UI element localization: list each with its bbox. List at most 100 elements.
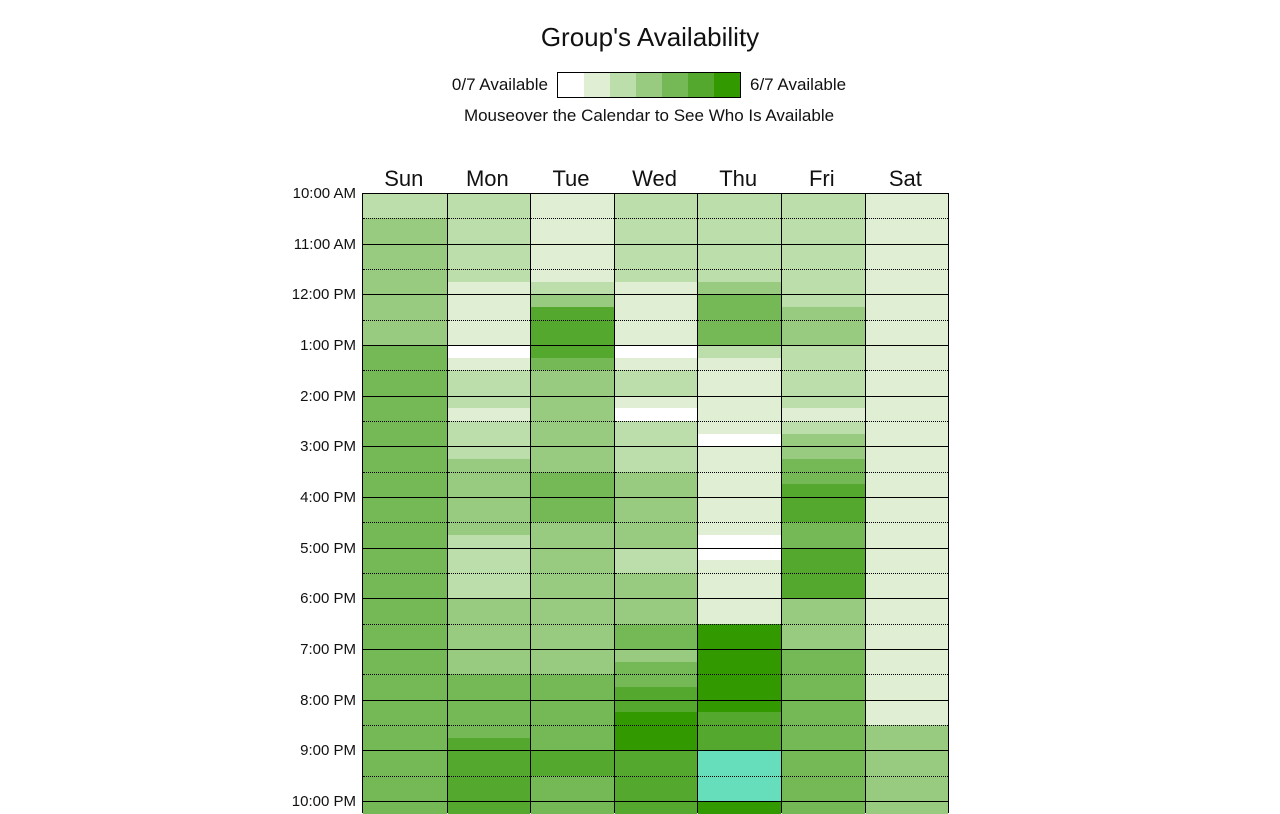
time-slot[interactable]: [865, 446, 949, 460]
time-slot[interactable]: [782, 281, 865, 295]
time-slot[interactable]: [698, 383, 781, 396]
time-slot[interactable]: [363, 459, 447, 472]
time-slot[interactable]: [698, 307, 781, 320]
time-slot[interactable]: [698, 712, 781, 726]
time-slot[interactable]: [363, 243, 447, 257]
time-slot[interactable]: [698, 345, 781, 358]
time-slot[interactable]: [447, 775, 531, 789]
time-slot[interactable]: [447, 623, 531, 637]
time-slot[interactable]: [531, 560, 614, 574]
time-slot[interactable]: [782, 345, 865, 358]
time-slot[interactable]: [865, 712, 949, 726]
time-slot[interactable]: [363, 788, 447, 802]
time-slot[interactable]: [447, 737, 531, 751]
time-slot[interactable]: [698, 737, 781, 751]
time-slot[interactable]: [782, 522, 865, 536]
time-slot[interactable]: [363, 763, 447, 776]
time-slot[interactable]: [782, 459, 865, 472]
time-slot[interactable]: [614, 459, 698, 472]
time-slot[interactable]: [531, 243, 614, 257]
time-slot[interactable]: [865, 725, 949, 738]
time-slot[interactable]: [447, 256, 531, 269]
time-slot[interactable]: [614, 750, 698, 764]
time-slot[interactable]: [782, 408, 865, 422]
time-slot[interactable]: [447, 484, 531, 498]
time-slot[interactable]: [698, 395, 781, 409]
time-slot[interactable]: [447, 497, 531, 510]
time-slot[interactable]: [447, 193, 531, 206]
time-slot[interactable]: [865, 649, 949, 662]
time-slot[interactable]: [698, 611, 781, 624]
time-slot[interactable]: [531, 750, 614, 764]
time-slot[interactable]: [363, 598, 447, 612]
time-slot[interactable]: [363, 636, 447, 650]
time-slot[interactable]: [447, 598, 531, 612]
time-slot[interactable]: [447, 307, 531, 320]
time-slot[interactable]: [614, 687, 698, 700]
time-slot[interactable]: [447, 471, 531, 485]
time-slot[interactable]: [782, 383, 865, 396]
time-slot[interactable]: [865, 737, 949, 751]
time-slot[interactable]: [531, 370, 614, 384]
time-slot[interactable]: [363, 269, 447, 282]
time-slot[interactable]: [447, 332, 531, 346]
time-slot[interactable]: [782, 674, 865, 688]
time-slot[interactable]: [614, 433, 698, 447]
time-slot[interactable]: [447, 522, 531, 536]
time-slot[interactable]: [614, 319, 698, 333]
time-slot[interactable]: [531, 193, 614, 206]
time-slot[interactable]: [782, 725, 865, 738]
time-slot[interactable]: [782, 763, 865, 776]
time-slot[interactable]: [865, 585, 949, 599]
time-slot[interactable]: [865, 370, 949, 384]
time-slot[interactable]: [531, 256, 614, 269]
time-slot[interactable]: [614, 699, 698, 713]
time-slot[interactable]: [363, 535, 447, 548]
time-slot[interactable]: [865, 573, 949, 586]
time-slot[interactable]: [782, 699, 865, 713]
time-slot[interactable]: [865, 281, 949, 295]
time-slot[interactable]: [363, 661, 447, 675]
time-slot[interactable]: [614, 636, 698, 650]
availability-grid[interactable]: [362, 193, 949, 814]
time-slot[interactable]: [865, 547, 949, 561]
time-slot[interactable]: [363, 370, 447, 384]
time-slot[interactable]: [698, 256, 781, 269]
time-slot[interactable]: [782, 307, 865, 320]
time-slot[interactable]: [363, 649, 447, 662]
time-slot[interactable]: [782, 357, 865, 371]
time-slot[interactable]: [614, 801, 698, 814]
time-slot[interactable]: [363, 522, 447, 536]
time-slot[interactable]: [531, 332, 614, 346]
time-slot[interactable]: [782, 218, 865, 231]
time-slot[interactable]: [698, 408, 781, 422]
time-slot[interactable]: [865, 484, 949, 498]
time-slot[interactable]: [698, 763, 781, 776]
time-slot[interactable]: [782, 560, 865, 574]
time-slot[interactable]: [447, 357, 531, 371]
time-slot[interactable]: [865, 661, 949, 675]
time-slot[interactable]: [698, 471, 781, 485]
time-slot[interactable]: [782, 801, 865, 814]
time-slot[interactable]: [782, 205, 865, 219]
time-slot[interactable]: [698, 218, 781, 231]
time-slot[interactable]: [363, 294, 447, 308]
time-slot[interactable]: [782, 788, 865, 802]
time-slot[interactable]: [865, 294, 949, 308]
time-slot[interactable]: [782, 649, 865, 662]
time-slot[interactable]: [363, 699, 447, 713]
time-slot[interactable]: [698, 775, 781, 789]
time-slot[interactable]: [698, 281, 781, 295]
time-slot[interactable]: [363, 345, 447, 358]
time-slot[interactable]: [698, 585, 781, 599]
time-slot[interactable]: [363, 205, 447, 219]
time-slot[interactable]: [614, 294, 698, 308]
time-slot[interactable]: [447, 535, 531, 548]
time-slot[interactable]: [614, 332, 698, 346]
time-slot[interactable]: [865, 674, 949, 688]
time-slot[interactable]: [698, 433, 781, 447]
time-slot[interactable]: [531, 636, 614, 650]
time-slot[interactable]: [447, 674, 531, 688]
time-slot[interactable]: [447, 649, 531, 662]
time-slot[interactable]: [614, 725, 698, 738]
